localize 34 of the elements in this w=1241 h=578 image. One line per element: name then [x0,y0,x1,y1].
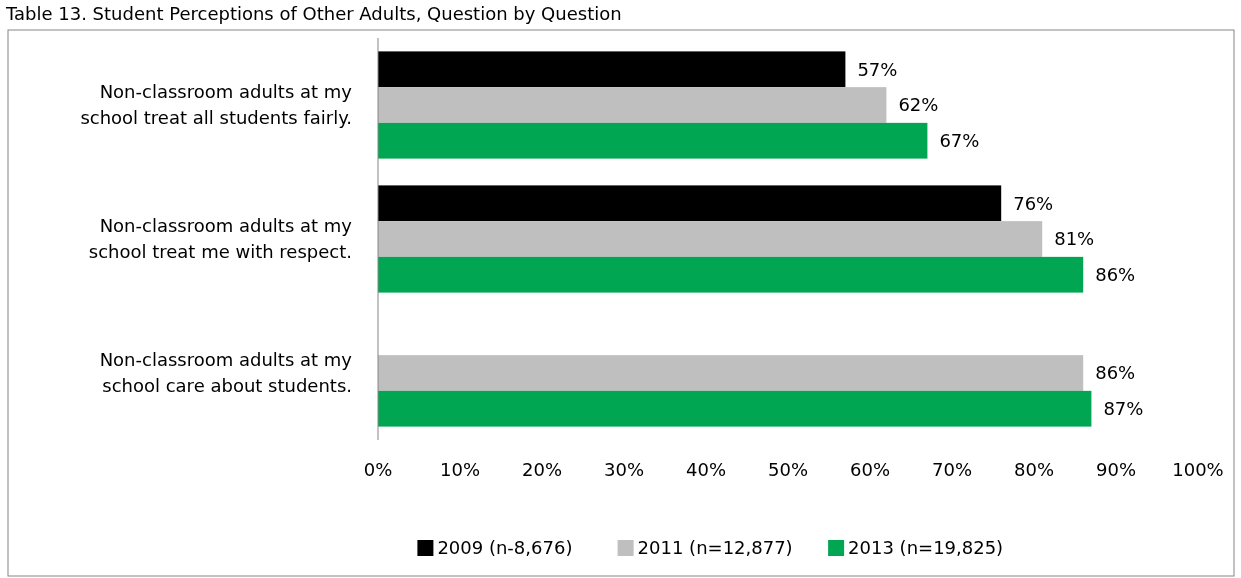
y-tick-label: Non-classroom adults at my school care about students. [99,349,353,397]
x-tick-label: 40% [685,459,727,480]
bar [378,221,1043,257]
x-tick-label: 30% [603,459,645,480]
y-tick-label: Non-classroom adults at my school treat me with respect. [88,215,353,263]
x-tick-label: 20% [521,459,563,480]
data-label: 86% [1095,264,1136,286]
legend-label: 2013 (n=19,825) [848,537,1004,559]
data-label: 62% [898,94,939,116]
data-label: 76% [1013,192,1054,214]
data-label: 87% [1103,398,1144,420]
x-tick-label: 100% [1172,459,1224,480]
x-tick-label: 70% [931,459,973,480]
legend-label: 2009 (n-8,676) [437,537,573,559]
y-tick-label: Non-classroom adults at my school treat all students fairly. [80,81,353,129]
bar [378,185,1002,222]
x-tick-label: 90% [1095,459,1137,480]
data-label: 57% [857,58,898,80]
bar [378,390,1092,427]
bar [378,51,846,88]
x-tick-label: 60% [849,459,891,480]
data-label: 81% [1054,228,1095,250]
x-tick-label: 0% [363,459,393,480]
bar [378,256,1084,293]
data-label: 86% [1095,362,1136,384]
bar [378,87,887,123]
x-tick-label: 80% [1013,459,1055,480]
chart-title: Table 13. Student Perceptions of Other Adults, Question by Question [5,3,622,24]
data-label: 67% [939,130,980,152]
legend-label: 2011 (n=12,877) [637,537,793,559]
bar [378,122,928,159]
x-tick-label: 10% [439,459,481,480]
x-tick-label: 50% [767,459,809,480]
bar [378,355,1084,391]
